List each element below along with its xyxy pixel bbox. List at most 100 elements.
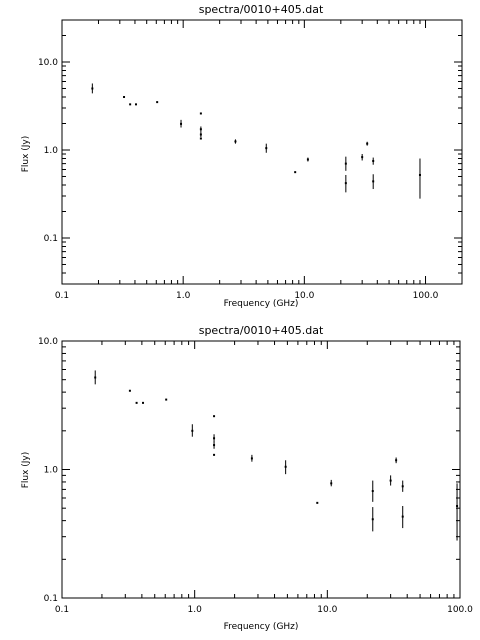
- data-point: [401, 480, 404, 492]
- point-marker: [371, 490, 374, 493]
- data-point: [371, 507, 374, 532]
- point-marker: [180, 122, 183, 125]
- point-marker: [306, 158, 309, 161]
- data-point: [165, 398, 168, 401]
- data-point: [395, 457, 398, 464]
- y-tick-label: 0.1: [44, 234, 58, 244]
- point-marker: [123, 96, 126, 99]
- axis-ticks: 0.1 1.0 10.0 100.0 0.1 1.0 10.0: [38, 337, 473, 615]
- point-marker: [213, 415, 216, 418]
- data-point: [316, 501, 319, 504]
- data-point: [213, 453, 216, 456]
- point-marker: [213, 437, 216, 440]
- point-marker: [316, 501, 319, 504]
- data-point: [372, 174, 375, 190]
- data-point: [123, 96, 126, 99]
- point-marker: [361, 156, 364, 159]
- point-marker: [366, 142, 369, 145]
- point-marker: [234, 140, 237, 143]
- data-point: [366, 141, 369, 146]
- chart-title: spectra/0010+405.dat: [199, 324, 324, 337]
- data-point: [199, 126, 202, 133]
- data-point: [306, 157, 309, 162]
- data-point: [199, 132, 202, 138]
- point-marker: [199, 128, 202, 131]
- data-point: [284, 460, 287, 475]
- y-tick-label: 0.1: [44, 594, 58, 604]
- point-marker: [250, 457, 253, 460]
- point-marker: [456, 504, 459, 507]
- point-marker: [199, 112, 202, 115]
- data-points: [94, 370, 459, 541]
- point-marker: [199, 133, 202, 136]
- point-marker: [191, 429, 194, 432]
- point-marker: [389, 479, 392, 482]
- data-point: [156, 101, 159, 104]
- x-tick-label: 0.1: [55, 291, 69, 301]
- top-chart: spectra/0010+405.dat Frequency (GHz) Flu…: [21, 3, 463, 309]
- point-marker: [344, 182, 347, 185]
- data-point: [401, 505, 404, 529]
- data-point: [389, 475, 392, 486]
- y-axis-label: Flux (Jy): [21, 136, 31, 173]
- point-marker: [128, 389, 131, 392]
- data-point: [191, 424, 194, 437]
- point-marker: [401, 485, 404, 488]
- point-marker: [418, 173, 421, 176]
- x-tick-label: 100.0: [413, 291, 439, 301]
- data-point: [213, 434, 216, 443]
- data-point: [234, 139, 237, 144]
- data-point: [265, 143, 268, 153]
- data-point: [213, 441, 216, 449]
- data-point: [330, 479, 333, 487]
- x-tick-label: 1.0: [188, 605, 203, 615]
- point-marker: [94, 376, 97, 379]
- point-marker: [372, 159, 375, 162]
- data-point: [135, 401, 138, 404]
- point-marker: [142, 401, 145, 404]
- x-tick-label: 10.0: [317, 605, 337, 615]
- data-point: [418, 158, 421, 199]
- point-marker: [213, 453, 216, 456]
- axis-ticks: 0.1 1.0 10.0 100.0 0.1 1.0 10.0: [38, 19, 463, 301]
- y-tick-label: 10.0: [38, 337, 58, 347]
- data-point: [199, 137, 202, 140]
- data-point: [344, 174, 347, 193]
- data-point: [199, 112, 202, 115]
- point-marker: [371, 518, 374, 521]
- point-marker: [330, 482, 333, 485]
- point-marker: [344, 162, 347, 165]
- y-tick-label: 10.0: [38, 58, 58, 68]
- point-marker: [372, 180, 375, 183]
- y-tick-label: 1.0: [44, 146, 59, 156]
- data-point: [250, 454, 253, 462]
- data-point: [142, 401, 145, 404]
- data-point: [180, 119, 183, 128]
- plot-frame: [61, 340, 461, 599]
- data-point: [456, 483, 459, 541]
- point-marker: [91, 87, 94, 90]
- data-point: [129, 103, 132, 106]
- data-point: [371, 480, 374, 502]
- data-points: [91, 83, 421, 199]
- point-marker: [129, 103, 132, 106]
- point-marker: [395, 459, 398, 462]
- data-point: [344, 156, 347, 171]
- data-point: [94, 370, 97, 385]
- x-tick-label: 10.0: [294, 291, 314, 301]
- data-point: [134, 103, 137, 106]
- data-point: [294, 171, 297, 174]
- point-marker: [156, 101, 159, 104]
- bottom-chart: spectra/0010+405.dat Frequency (GHz) Flu…: [21, 324, 473, 632]
- y-axis-label: Flux (Jy): [21, 452, 31, 489]
- point-marker: [284, 465, 287, 468]
- data-point: [213, 415, 216, 418]
- point-marker: [401, 515, 404, 518]
- chart-title: spectra/0010+405.dat: [199, 3, 324, 16]
- data-point: [128, 389, 131, 392]
- point-marker: [135, 401, 138, 404]
- x-axis-label: Frequency (GHz): [224, 622, 299, 632]
- plot-frame: [61, 19, 463, 285]
- point-marker: [165, 398, 168, 401]
